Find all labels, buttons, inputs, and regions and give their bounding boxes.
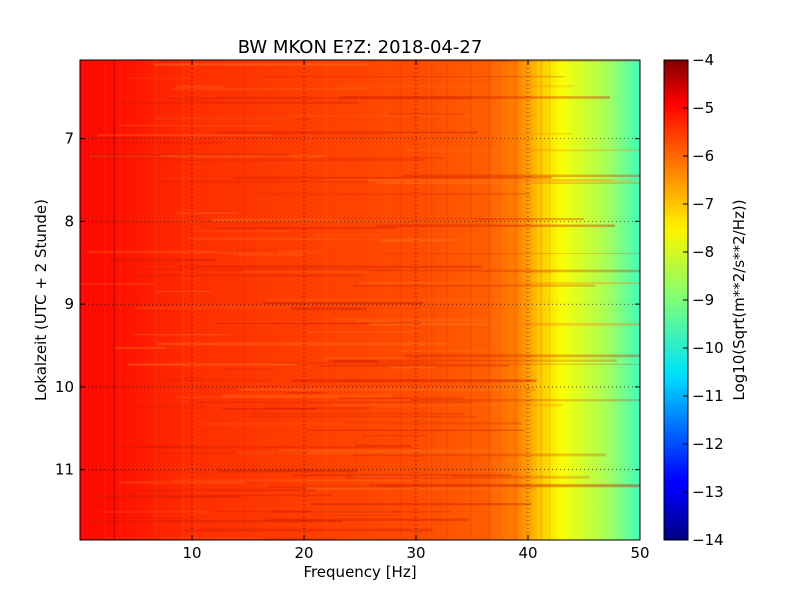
colorbar-tick-label: −11 <box>692 387 724 405</box>
colorbar-label: Log10(Sqrt(m**2/s**2/Hz)) <box>730 199 748 400</box>
y-axis-label: Lokalzeit (UTC + 2 Stunde) <box>32 199 50 401</box>
chart-title: BW MKON E?Z: 2018-04-27 <box>238 37 483 58</box>
colorbar-tick-label: −7 <box>692 195 714 213</box>
x-tick-label: 40 <box>518 544 537 562</box>
colorbar-tick-label: −4 <box>692 51 714 69</box>
x-tick-label: 50 <box>630 544 649 562</box>
x-axis-label: Frequency [Hz] <box>303 563 416 581</box>
y-tick-label: 8 <box>64 212 74 230</box>
y-tick-label: 7 <box>64 130 74 148</box>
plot-area <box>79 59 641 541</box>
y-tick-label: 10 <box>55 378 74 396</box>
spectrogram-texture <box>80 60 640 540</box>
y-tick-label: 9 <box>64 295 74 313</box>
colorbar-tick-label: −10 <box>692 339 724 357</box>
grid-lines <box>80 60 640 540</box>
x-tick-label: 20 <box>294 544 313 562</box>
colorbar: −4 −5 −6 −7 −8 −9 −10 −11 −12 −13 −14 Log10(Sqrt(m… <box>663 51 748 549</box>
x-axis-ticks: 10 20 30 40 50 <box>182 60 650 562</box>
colorbar-tick-label: −6 <box>692 147 714 165</box>
colorbar-tick-label: −14 <box>692 531 724 549</box>
colorbar-tick-label: −13 <box>692 483 724 501</box>
colorbar-ticks: −4 −5 −6 −7 −8 −9 −10 −11 −12 −13 −14 <box>683 51 724 549</box>
spectrogram-image <box>80 60 640 540</box>
colorbar-tick-label: −9 <box>692 291 714 309</box>
x-tick-label: 30 <box>406 544 425 562</box>
colorbar-tick-label: −12 <box>692 435 724 453</box>
y-axis-ticks: 7 8 9 10 11 <box>55 130 640 479</box>
y-tick-label: 11 <box>55 461 74 479</box>
colorbar-tick-label: −8 <box>692 243 714 261</box>
plot-frame <box>79 59 641 541</box>
x-tick-label: 10 <box>182 544 201 562</box>
colorbar-tick-label: −5 <box>692 99 714 117</box>
